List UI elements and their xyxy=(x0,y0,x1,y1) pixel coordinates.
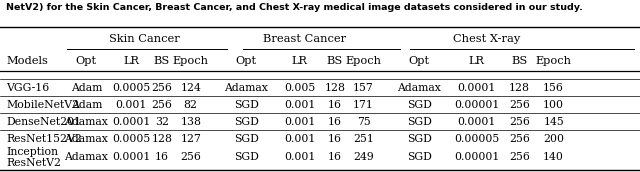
Text: 0.0001: 0.0001 xyxy=(458,117,496,127)
Text: 256: 256 xyxy=(509,134,530,144)
Text: SGD: SGD xyxy=(407,134,431,144)
Text: SGD: SGD xyxy=(234,117,259,127)
Text: Opt: Opt xyxy=(76,56,97,66)
Text: Inception
ResNetV2: Inception ResNetV2 xyxy=(6,147,61,168)
Text: 256: 256 xyxy=(509,152,530,162)
Text: 145: 145 xyxy=(543,117,564,127)
Text: 0.0005: 0.0005 xyxy=(112,134,150,144)
Text: MobileNetV2: MobileNetV2 xyxy=(6,100,79,110)
Text: 16: 16 xyxy=(328,100,342,110)
Text: 256: 256 xyxy=(152,100,172,110)
Text: Opt: Opt xyxy=(236,56,257,66)
Text: Models: Models xyxy=(6,56,48,66)
Text: 16: 16 xyxy=(328,152,342,162)
Text: 256: 256 xyxy=(152,83,172,93)
Text: 156: 156 xyxy=(543,83,564,93)
Text: LR: LR xyxy=(468,56,485,66)
Text: Opt: Opt xyxy=(408,56,430,66)
Text: SGD: SGD xyxy=(234,100,259,110)
Text: Adamax: Adamax xyxy=(65,152,108,162)
Text: SGD: SGD xyxy=(407,152,431,162)
Text: 256: 256 xyxy=(509,117,530,127)
Text: SGD: SGD xyxy=(407,117,431,127)
Text: Skin Cancer: Skin Cancer xyxy=(109,34,179,44)
Text: BS: BS xyxy=(154,56,170,66)
Text: 32: 32 xyxy=(155,117,169,127)
Text: Epoch: Epoch xyxy=(536,56,572,66)
Text: Breast Cancer: Breast Cancer xyxy=(263,34,346,44)
Text: DenseNet201: DenseNet201 xyxy=(6,117,81,127)
Text: 16: 16 xyxy=(328,117,342,127)
Text: ResNet152V2: ResNet152V2 xyxy=(6,134,83,144)
Text: 75: 75 xyxy=(356,117,371,127)
Text: NetV2) for the Skin Cancer, Breast Cancer, and Chest X-ray medical image dataset: NetV2) for the Skin Cancer, Breast Cance… xyxy=(6,3,583,12)
Text: SGD: SGD xyxy=(407,100,431,110)
Text: 0.001: 0.001 xyxy=(284,117,316,127)
Text: 100: 100 xyxy=(543,100,564,110)
Text: 124: 124 xyxy=(180,83,201,93)
Text: 251: 251 xyxy=(353,134,374,144)
Text: 249: 249 xyxy=(353,152,374,162)
Text: VGG-16: VGG-16 xyxy=(6,83,50,93)
Text: Adam: Adam xyxy=(70,83,102,93)
Text: SGD: SGD xyxy=(234,152,259,162)
Text: 0.00001: 0.00001 xyxy=(454,152,499,162)
Text: 128: 128 xyxy=(152,134,172,144)
Text: LR: LR xyxy=(292,56,308,66)
Text: 171: 171 xyxy=(353,100,374,110)
Text: 82: 82 xyxy=(184,100,198,110)
Text: BS: BS xyxy=(511,56,528,66)
Text: 0.0001: 0.0001 xyxy=(112,117,150,127)
Text: 140: 140 xyxy=(543,152,564,162)
Text: 0.0001: 0.0001 xyxy=(458,83,496,93)
Text: 157: 157 xyxy=(353,83,374,93)
Text: Adamax: Adamax xyxy=(65,117,108,127)
Text: Adamax: Adamax xyxy=(225,83,268,93)
Text: Adam: Adam xyxy=(70,100,102,110)
Text: 256: 256 xyxy=(509,100,530,110)
Text: 0.001: 0.001 xyxy=(284,134,316,144)
Text: Epoch: Epoch xyxy=(346,56,381,66)
Text: 128: 128 xyxy=(324,83,345,93)
Text: 0.001: 0.001 xyxy=(284,152,316,162)
Text: SGD: SGD xyxy=(234,134,259,144)
Text: Adamax: Adamax xyxy=(65,134,108,144)
Text: 16: 16 xyxy=(155,152,169,162)
Text: 0.0005: 0.0005 xyxy=(112,83,150,93)
Text: Epoch: Epoch xyxy=(173,56,209,66)
Text: 200: 200 xyxy=(543,134,564,144)
Text: 256: 256 xyxy=(180,152,201,162)
Text: Chest X-ray: Chest X-ray xyxy=(452,34,520,44)
Text: 0.001: 0.001 xyxy=(284,100,316,110)
Text: 127: 127 xyxy=(180,134,201,144)
Text: 138: 138 xyxy=(180,117,201,127)
Text: 0.00005: 0.00005 xyxy=(454,134,499,144)
Text: LR: LR xyxy=(123,56,140,66)
Text: 128: 128 xyxy=(509,83,530,93)
Text: 0.005: 0.005 xyxy=(284,83,315,93)
Text: 0.00001: 0.00001 xyxy=(454,100,499,110)
Text: 16: 16 xyxy=(328,134,342,144)
Text: BS: BS xyxy=(326,56,343,66)
Text: 0.001: 0.001 xyxy=(115,100,147,110)
Text: Adamax: Adamax xyxy=(397,83,441,93)
Text: 0.0001: 0.0001 xyxy=(112,152,150,162)
